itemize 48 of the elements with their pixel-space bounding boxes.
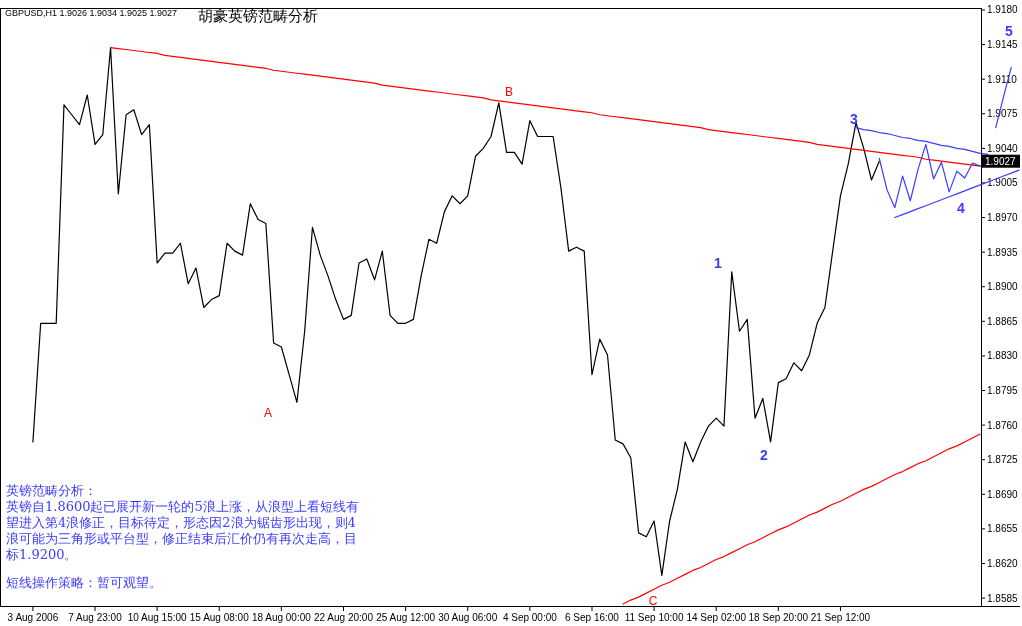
line-series: [622, 433, 981, 605]
annotation: 1: [714, 255, 723, 271]
y-tick-label: 1.8725: [987, 454, 1019, 466]
y-tick-label: 1.8865: [987, 315, 1019, 327]
y-tick-label: 1.8620: [987, 558, 1019, 569]
annotation: 1.9027: [985, 155, 1017, 167]
chart-title: 胡豪英镑范畴分析: [198, 7, 318, 24]
x-tick-label: 30 Aug 06:00: [438, 612, 498, 623]
y-tick-label: 1.8970: [987, 212, 1019, 224]
y-tick-label: 1.9110: [987, 73, 1018, 85]
annotation: C: [648, 594, 658, 608]
y-tick-label: 1.8690: [987, 488, 1019, 500]
x-tick-label: 11 Sep 10:00: [624, 612, 684, 623]
annotation: 5: [1005, 23, 1014, 39]
x-tick-label: 4 Sep 00:00: [502, 612, 558, 623]
x-tick-label: 18 Aug 00:00: [251, 612, 312, 623]
y-tick-label: 1.8830: [987, 350, 1019, 362]
x-tick-label: 18 Sep 20:00: [748, 612, 809, 623]
annotation: 英镑自1.8600起已展开新一轮的5浪上涨，从浪型上看短线有望进入第4浪修正，目标待定，形态因2浪为锯齿形出现，则4浪可能为三角形或平台型，修正结束后汇价仍有再次走高，目标1.9200。: [6, 499, 360, 563]
x-tick-label: 15 Aug 08:00: [189, 612, 250, 623]
annotation: A: [263, 406, 273, 420]
x-tick-label: 14 Sep 02:00: [686, 612, 747, 623]
annotation: 短线操作策略：暂可观望。: [6, 575, 163, 591]
y-tick-label: 1.8655: [987, 523, 1019, 535]
y-tick-label: 1.9075: [987, 108, 1019, 120]
y-tick-label: 1.8935: [987, 246, 1019, 258]
y-tick-label: 1.9005: [987, 177, 1019, 189]
x-tick-label: 22 Aug 20:00: [314, 612, 374, 623]
annotation: 2: [760, 447, 769, 463]
x-tick-label: 7 Aug 23:00: [68, 612, 123, 623]
y-tick-label: 1.9145: [987, 39, 1019, 51]
y-tick-label: 1.8585: [987, 592, 1019, 604]
y-tick-label: 1.9040: [987, 142, 1019, 154]
annotation: B: [504, 85, 514, 99]
x-tick-label: 21 Sep 12:00: [810, 612, 871, 623]
annotation: 英镑范畴分析：: [6, 483, 98, 499]
x-tick-label: 25 Aug 12:00: [376, 612, 436, 623]
y-tick-label: 1.8900: [987, 281, 1019, 293]
annotation: 4: [957, 200, 966, 216]
x-tick-label: 6 Sep 16:00: [565, 612, 620, 623]
y-tick-label: 1.8795: [987, 385, 1019, 397]
line-series: [894, 169, 1020, 219]
y-tick-label: 1.8760: [987, 419, 1019, 431]
y-tick-label: 1.9180: [987, 4, 1019, 16]
annotation: 3: [850, 111, 859, 127]
chart-subtitle: GBPUSD,H1 1.9026 1.9034 1.9025 1.9027: [5, 8, 178, 18]
x-tick-label: 3 Aug 2006: [7, 612, 59, 623]
x-tick-label: 10 Aug 15:00: [127, 612, 188, 623]
